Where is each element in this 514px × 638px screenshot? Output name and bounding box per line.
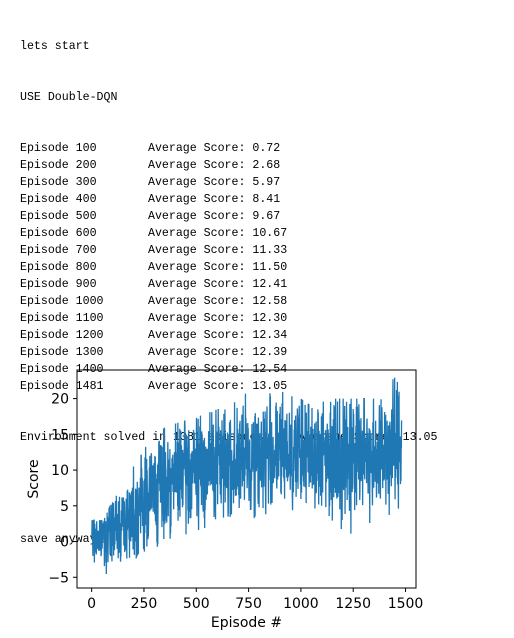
log-line: USE Double-DQN [20,91,118,104]
average-score: Average Score: 12.39 [148,346,288,359]
average-score: Average Score: 13.05 [148,380,288,393]
episode-row: Episode 900 Average Score: 12.41 [20,276,437,293]
episode-label: Episode 1300 [20,346,104,359]
episode-row: Episode 600 Average Score: 10.67 [20,225,437,242]
episode-row: Episode 200 Average Score: 2.68 [20,157,437,174]
episode-label: Episode 700 [20,244,97,257]
average-score: Average Score: 8.41 [148,193,281,206]
episode-label: Episode 1000 [20,295,104,308]
episode-label: Episode 500 [20,210,97,223]
plot-frame [76,369,417,589]
episode-label: Episode 800 [20,261,97,274]
y-tick-label: 5 [60,499,69,515]
average-score: Average Score: 12.41 [148,278,288,291]
episode-row: Episode 400 Average Score: 8.41 [20,191,437,208]
episode-row: Episode 1481 Average Score: 13.05 [20,378,437,395]
y-tick-label: 15 [51,427,69,443]
x-tick-label: 500 [183,596,210,612]
average-score: Average Score: 12.30 [148,312,288,325]
episode-label: Episode 100 [20,142,97,155]
y-axis-label: Score [26,459,42,498]
average-score: Average Score: 9.67 [148,210,281,223]
x-tick-label: 1500 [388,596,424,612]
episode-label: Episode 1200 [20,329,104,342]
episode-label: Episode 600 [20,227,97,240]
score-series-line [91,377,403,575]
episode-log: Episode 100 Average Score: 0.72 Episode 20… [20,140,437,395]
episode-row: Episode 1300 Average Score: 12.39 [20,344,437,361]
episode-row: Episode 1100 Average Score: 12.30 [20,310,437,327]
episode-label: Episode 200 [20,159,97,172]
score-chart: 0 250 500 750 1000 1250 1500 −5 0 5 10 15 20 Episode … [26,369,424,630]
y-tick-label: −5 [48,570,69,586]
average-score: Average Score: 10.67 [148,227,288,240]
x-tick-label: 1250 [335,596,371,612]
episode-label: Episode 900 [20,278,97,291]
episode-row: Episode 1200 Average Score: 12.34 [20,327,437,344]
y-tick-label: 20 [51,392,69,408]
log-line: lets start [20,40,90,53]
episode-row: Episode 1000 Average Score: 12.58 [20,293,437,310]
episode-label: Episode 1100 [20,312,104,325]
x-axis-label: Episode # [211,615,282,630]
x-tick-label: 1000 [283,596,319,612]
average-score: Average Score: 12.34 [148,329,288,342]
episode-label: Episode 400 [20,193,97,206]
average-score: Average Score: 5.97 [148,176,281,189]
episode-label: Episode 300 [20,176,97,189]
episode-row: Episode 500 Average Score: 9.67 [20,208,437,225]
x-tick-label: 750 [235,596,262,612]
average-score: Average Score: 2.68 [148,159,281,172]
y-tick-label: 10 [51,463,69,479]
average-score: Average Score: 11.50 [148,261,288,274]
episode-row: Episode 100 Average Score: 0.72 [20,140,437,157]
episode-row: Episode 800 Average Score: 11.50 [20,259,437,276]
average-score: Average Score: 12.58 [148,295,288,308]
episode-label: Episode 1481 [20,380,104,393]
average-score: Average Score: 0.72 [148,142,281,155]
episode-row: Episode 700 Average Score: 11.33 [20,242,437,259]
x-tick-label: 250 [131,596,158,612]
episode-row: Episode 300 Average Score: 5.97 [20,174,437,191]
x-tick-label: 0 [87,596,96,612]
average-score: Average Score: 11.33 [148,244,288,257]
y-tick-label: 0 [60,535,69,551]
